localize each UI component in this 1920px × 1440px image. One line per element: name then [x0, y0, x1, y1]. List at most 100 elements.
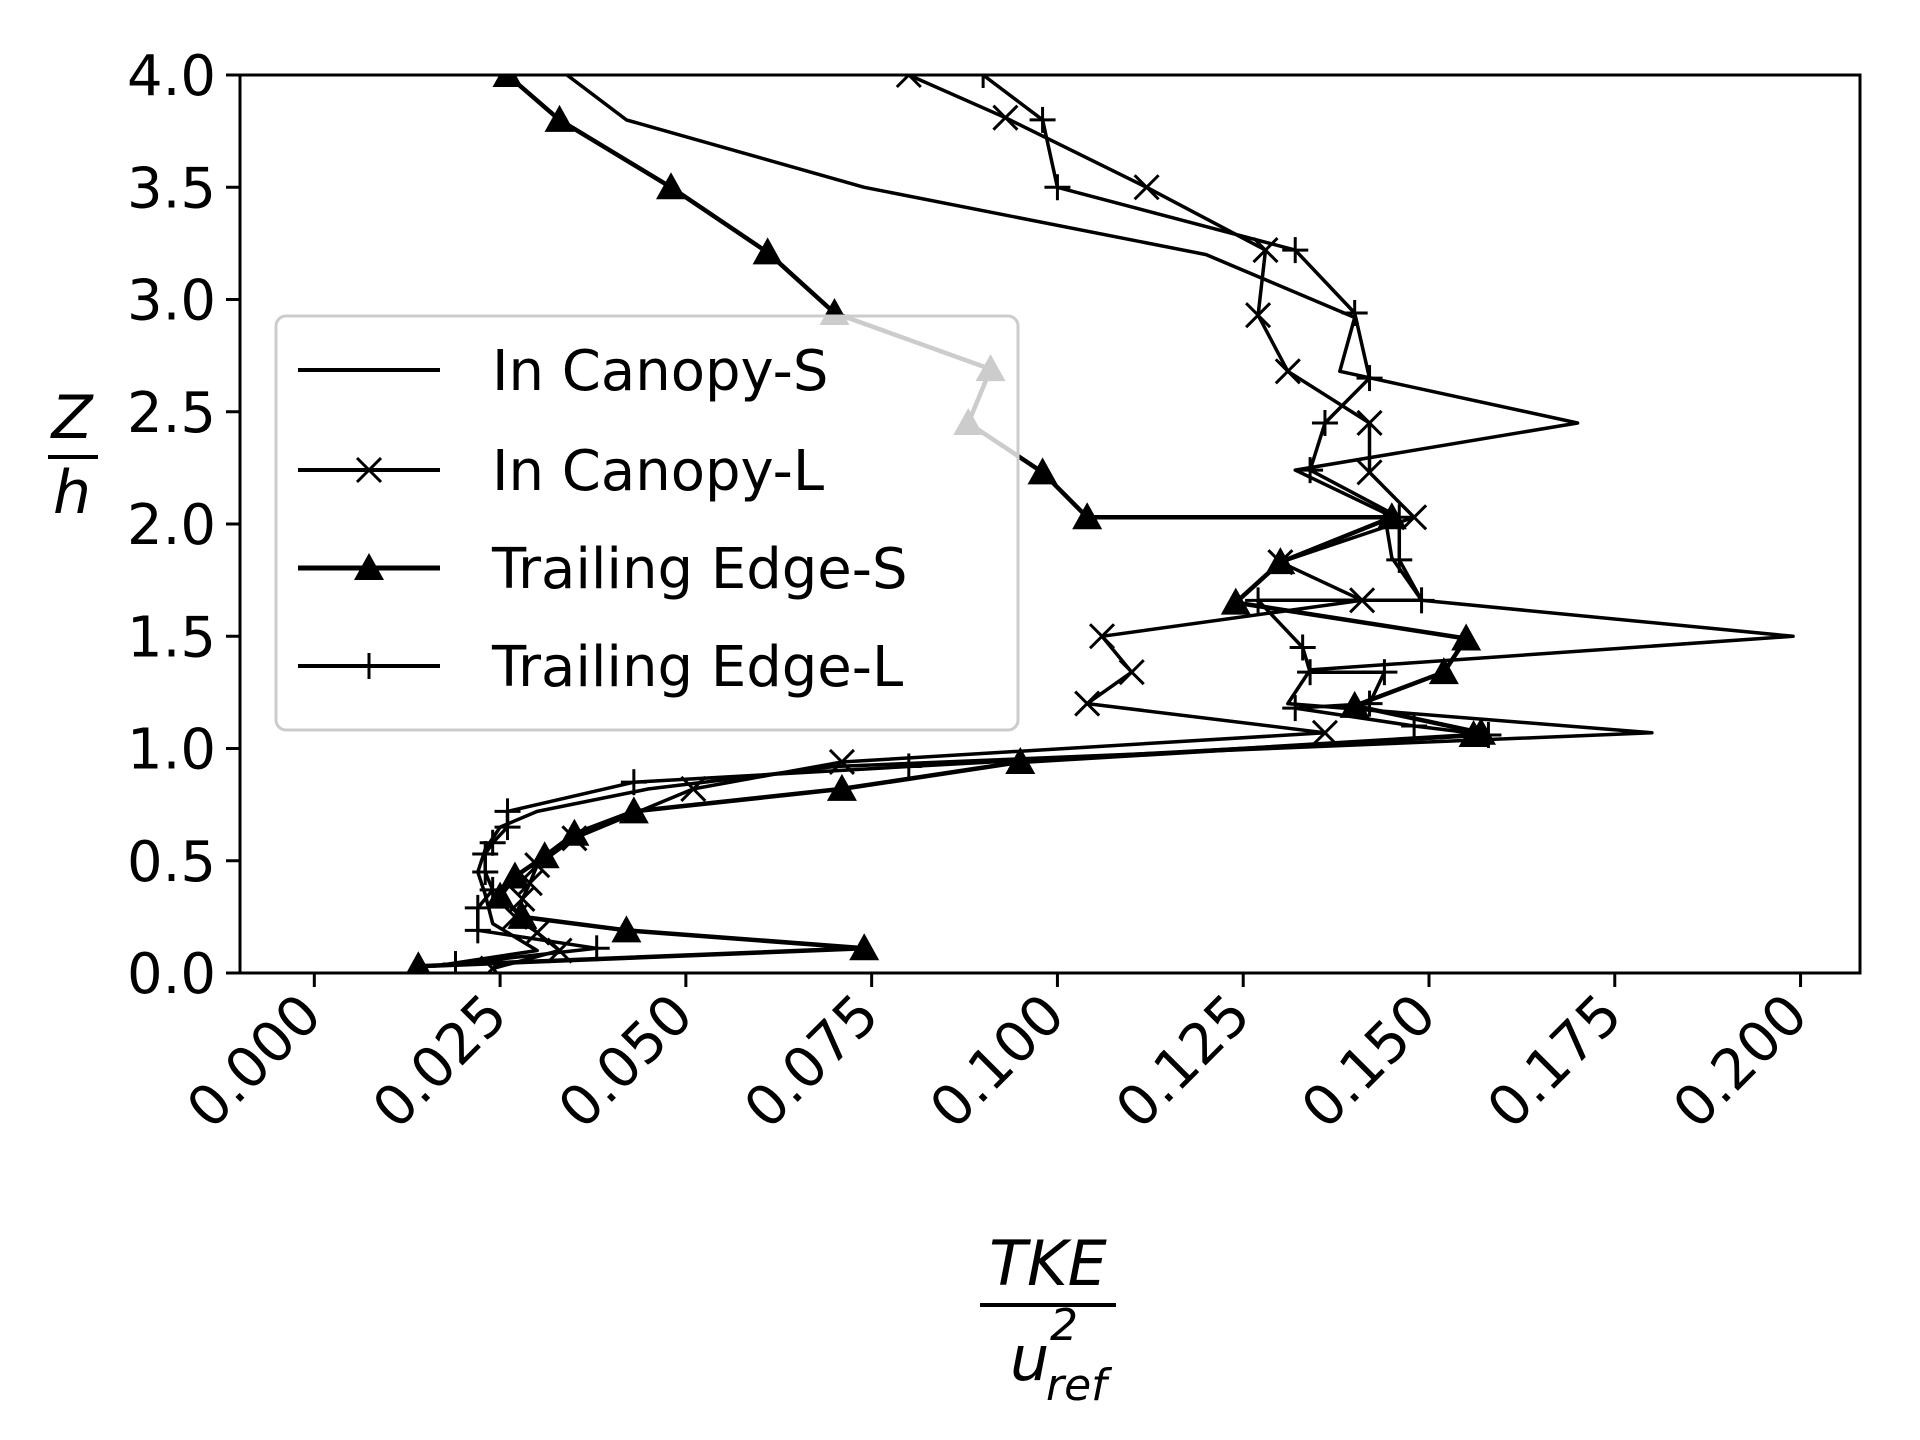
x-tick-label: 0.025: [361, 982, 520, 1141]
data-point-triangle-marker: [1265, 547, 1296, 575]
data-point-plus-marker: [479, 876, 506, 903]
data-point-plus-marker: [1475, 722, 1502, 749]
data-point-plus-marker: [472, 841, 499, 868]
data-point-triangle-marker: [752, 237, 783, 265]
x-tick-label: 0.175: [1475, 982, 1634, 1141]
x-label-denominator-sup: 2: [1050, 1300, 1078, 1351]
x-tick-label: 0.125: [1104, 982, 1263, 1141]
data-point-triangle-marker: [618, 796, 649, 824]
y-label-numerator: Z: [49, 383, 94, 453]
data-point-triangle-marker: [1428, 657, 1459, 685]
legend-box: [274, 314, 1020, 732]
data-point-triangle-marker: [492, 75, 523, 87]
data-point-plus-marker: [1311, 409, 1338, 436]
x-tick-label: 0.050: [546, 982, 705, 1141]
data-point-triangle-marker: [826, 773, 857, 801]
data-point-triangle-marker: [1027, 457, 1058, 485]
y-axis: 0.0 0.5 1.0 1.5 2.0 2.5 3.0 3.5 4.0: [127, 44, 240, 1007]
y-tick-label: 3.5: [127, 156, 216, 221]
data-point-plus-marker: [620, 769, 647, 796]
data-point-x-marker: [1245, 302, 1272, 329]
data-point-plus-marker: [464, 894, 491, 921]
data-point-triangle-marker: [1220, 587, 1251, 615]
legend-entry: In Canopy-L: [298, 439, 824, 504]
x-label-denominator-base: u: [1010, 1322, 1049, 1395]
data-point-plus-marker: [970, 75, 997, 88]
data-point-x-marker: [992, 104, 1019, 131]
data-point-plus-marker: [1408, 587, 1435, 614]
data-point-plus-marker: [1297, 457, 1324, 484]
y-label-denominator: h: [53, 458, 91, 528]
x-label-numerator: TKE: [989, 1227, 1108, 1300]
data-point-x-marker: [355, 456, 383, 484]
data-point-plus-marker: [1282, 237, 1309, 264]
data-point-plus-marker: [1356, 365, 1383, 392]
data-point-x-marker: [1356, 459, 1383, 486]
data-point-plus-marker: [1341, 299, 1368, 326]
x-axis-label: TKE u 2 ref: [980, 1227, 1116, 1411]
data-point-plus-marker: [895, 753, 922, 780]
y-tick-label: 1.5: [127, 605, 216, 670]
data-point-triangle-marker: [406, 951, 431, 973]
data-point-triangle-marker: [1451, 623, 1482, 651]
data-point-triangle-marker: [1072, 502, 1103, 530]
y-tick-label: 4.0: [127, 44, 216, 109]
y-tick-label: 2.5: [127, 381, 216, 446]
data-point-triangle-marker: [499, 861, 530, 889]
data-point-plus-marker: [1371, 659, 1398, 686]
data-point-triangle-marker: [507, 901, 538, 929]
data-point-plus-marker: [1386, 504, 1413, 531]
data-point-x-marker: [1088, 623, 1116, 650]
data-point-plus-marker: [1401, 713, 1428, 740]
data-point-plus-marker: [1029, 106, 1056, 133]
data-point-x-marker: [1274, 358, 1301, 385]
data-point-plus-marker: [1386, 546, 1413, 573]
y-tick-label: 0.5: [127, 830, 216, 895]
data-point-plus-marker: [1282, 695, 1309, 722]
data-point-x-marker: [895, 75, 922, 89]
legend-entry: In Canopy-S: [298, 339, 828, 404]
data-point-plus-marker: [479, 829, 506, 856]
data-point-x-marker: [1401, 504, 1428, 531]
data-point-plus-marker: [1289, 634, 1316, 661]
data-point-triangle-marker: [656, 172, 687, 200]
x-tick-label: 0.075: [732, 982, 891, 1141]
data-point-plus-marker: [1356, 690, 1383, 717]
x-label-denominator: u: [1010, 1322, 1049, 1395]
y-tick-label: 0.0: [127, 942, 216, 1007]
x-tick-label: 0.150: [1290, 982, 1449, 1141]
legend: In Canopy-S In Canopy-L Trailing Edge-S Tra…: [274, 314, 1020, 732]
data-point-plus-marker: [464, 917, 491, 944]
data-point-plus-marker: [356, 653, 382, 679]
y-tick-label: 2.0: [127, 493, 216, 558]
legend-entry: Trailing Edge-S: [298, 537, 908, 602]
data-point-triangle-marker: [611, 915, 642, 943]
data-point-x-marker: [1356, 409, 1383, 437]
data-point-x-marker: [1252, 237, 1279, 264]
legend-label: In Canopy-L: [492, 439, 824, 504]
data-point-plus-marker: [1297, 659, 1324, 686]
x-tick-label: 0.100: [918, 982, 1077, 1141]
data-point-x-marker: [1118, 659, 1145, 686]
legend-entry: Trailing Edge-L: [298, 635, 903, 700]
data-point-triangle-marker: [544, 104, 575, 132]
x-axis: 0.000 0.025 0.050 0.075 0.100 0.125 0.150 0.175…: [175, 973, 1820, 1141]
data-point-plus-marker: [583, 935, 610, 962]
data-point-triangle-marker: [559, 818, 590, 846]
data-point-x-marker: [1074, 690, 1101, 717]
data-point-plus-marker: [1245, 587, 1272, 614]
data-point-triangle-marker: [529, 841, 560, 869]
y-tick-label: 3.0: [127, 269, 216, 334]
data-point-x-marker: [1311, 719, 1339, 746]
y-tick-label: 1.0: [127, 718, 216, 783]
x-label-denominator-sub: ref: [1046, 1360, 1113, 1411]
y-axis-label: Z h: [48, 383, 98, 528]
data-point-plus-marker: [494, 798, 521, 825]
series-trailing-edge-l: [442, 75, 1502, 973]
data-point-triangle-marker: [354, 553, 384, 580]
data-point-triangle-marker: [849, 933, 880, 961]
legend-label: Trailing Edge-S: [491, 537, 908, 602]
legend-label: Trailing Edge-L: [491, 635, 903, 700]
legend-label: In Canopy-S: [492, 339, 828, 404]
